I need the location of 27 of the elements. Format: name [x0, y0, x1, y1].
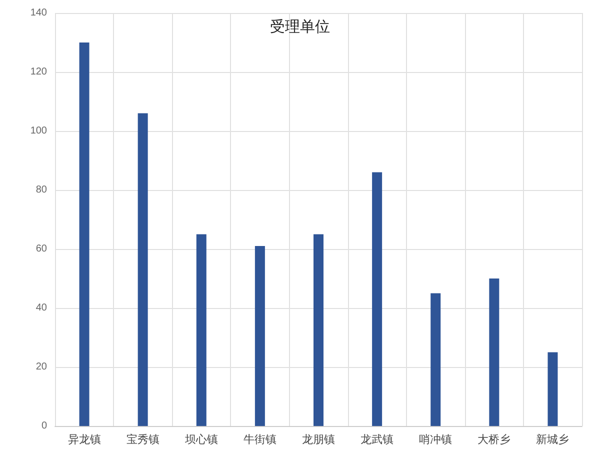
- bar: [138, 113, 148, 426]
- y-tick-label: 0: [41, 420, 48, 432]
- x-tick-label: 龙朋镇: [302, 433, 335, 446]
- x-tick-label: 异龙镇: [68, 433, 101, 446]
- bar: [548, 352, 558, 426]
- y-tick-label: 40: [36, 302, 48, 314]
- y-tick-label: 120: [30, 66, 48, 78]
- x-tick-label: 坝心镇: [184, 433, 218, 446]
- y-tick-label: 140: [30, 8, 48, 18]
- y-tick-label: 60: [36, 244, 48, 254]
- bar: [79, 42, 90, 426]
- x-tick-label: 龙武镇: [360, 433, 394, 446]
- bar: [196, 234, 206, 426]
- bar: [254, 246, 265, 426]
- x-tick-label: 宝秀镇: [126, 433, 160, 446]
- chart-title: 受理单位: [270, 18, 330, 36]
- bar: [430, 293, 441, 426]
- y-tick-label: 20: [36, 362, 48, 372]
- y-tick-label: 80: [36, 184, 48, 196]
- bar: [314, 234, 324, 426]
- x-tick-label: 哨冲镇: [419, 433, 452, 446]
- x-tick-label: 大桥乡: [478, 433, 511, 446]
- x-tick-label: 牛街镇: [243, 433, 276, 446]
- bar: [372, 172, 382, 426]
- x-tick-label: 新城乡: [536, 433, 570, 446]
- bar: [489, 278, 500, 426]
- y-tick-label: 100: [30, 126, 48, 136]
